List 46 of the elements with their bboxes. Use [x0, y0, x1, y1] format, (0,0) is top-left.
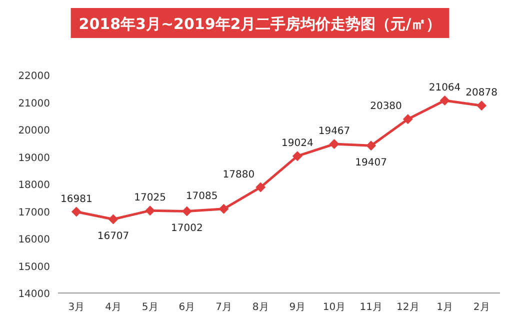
data-label: 16981 [60, 194, 92, 205]
x-tick-label: 1月 [436, 302, 453, 313]
x-tick-label: 10月 [322, 302, 346, 313]
y-tick-label: 16000 [18, 234, 50, 246]
point [182, 206, 192, 216]
point [292, 151, 302, 162]
data-label: 17025 [134, 192, 166, 204]
y-tick-label: 17000 [18, 207, 50, 218]
point [366, 140, 376, 151]
data-label: 20878 [466, 88, 498, 99]
x-tick-label: 4月 [105, 302, 122, 313]
x-tick-label: 5月 [142, 302, 158, 313]
point [108, 214, 118, 224]
point [402, 114, 413, 124]
y-tick-label: 20000 [18, 126, 50, 136]
chart-title: 2018年3月~2019年2月二手房均价走势图（元/㎡） [78, 15, 442, 33]
point [329, 139, 340, 150]
x-tick-label: 7月 [216, 302, 232, 313]
x-tick-label: 2月 [473, 302, 490, 313]
y-tick-label: 18000 [18, 180, 50, 191]
y-tick-label: 15000 [18, 262, 50, 273]
y-tick-label: 22000 [18, 71, 50, 82]
data-label: 19467 [318, 126, 350, 138]
point [440, 96, 450, 106]
x-tick-label: 3月 [68, 302, 85, 313]
point [476, 100, 487, 111]
y-tick-label: 21000 [18, 98, 50, 110]
data-label: 19407 [355, 158, 387, 169]
y-tick-label: 19000 [18, 152, 50, 164]
y-tick-label: 14000 [18, 289, 50, 300]
data-label: 16707 [97, 231, 130, 242]
point [256, 182, 266, 192]
data-label: 17085 [186, 190, 218, 202]
x-tick-label: 12月 [396, 302, 420, 313]
data-label: 20380 [370, 101, 402, 112]
x-tick-label: 6月 [178, 302, 196, 313]
data-label: 19024 [282, 138, 314, 150]
x-tick-label: 9月 [289, 302, 306, 313]
data-label: 17002 [171, 223, 203, 234]
point [218, 204, 229, 214]
x-tick-label: 8月 [252, 302, 269, 313]
point [71, 206, 82, 217]
data-label: 21064 [428, 82, 461, 94]
x-tick-label: 11月 [360, 302, 382, 313]
point [145, 206, 156, 216]
data-label: 17880 [222, 169, 255, 180]
